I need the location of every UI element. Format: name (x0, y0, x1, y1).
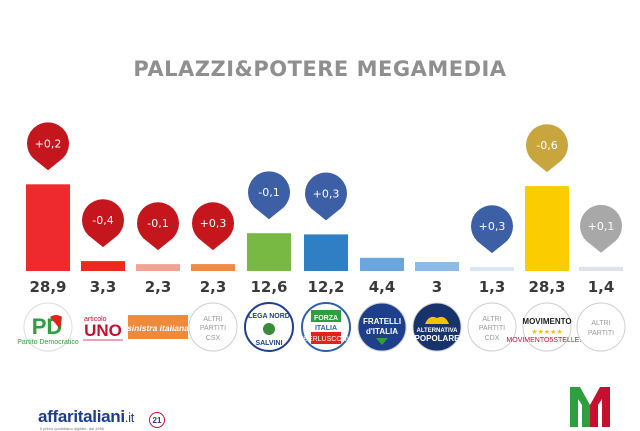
uno-logo-text: UNO (84, 321, 122, 340)
altri-csx-l3: CSX (206, 335, 221, 342)
change-pin-1: +0,2 (27, 122, 70, 171)
change-pin-2: -0,4 (82, 199, 125, 248)
value-label-3: 2,3 (145, 278, 172, 296)
value-label-6: 12,2 (307, 278, 344, 296)
change-pins-group: +0,2 -0,4 -0,1 +0,3 -0,1 +0,3 +0,3 -0,6 +0,1 (27, 122, 623, 254)
megamedia-logo (570, 387, 610, 427)
fi-logo-l1: FORZA (314, 315, 338, 322)
change-label-3: -0,1 (147, 217, 168, 230)
brand-suffix: .it (124, 410, 135, 425)
value-label-5: 12,6 (250, 278, 287, 296)
affaritaliani-logo: affaritaliani.it (38, 407, 134, 427)
chart-title: PALAZZI&POTERE MEGAMEDIA (133, 57, 507, 81)
brand-name: affaritaliani (38, 407, 125, 426)
articolo-uno-logo: articolo UNO (83, 316, 123, 341)
m5s-logo-l1: MOVIMENTO (522, 317, 571, 326)
fi-logo-l3: BERLUSCONI (303, 336, 349, 343)
bar-9 (470, 267, 514, 271)
value-label-8: 3 (432, 278, 442, 296)
altri-l1: ALTRI (591, 320, 610, 327)
logos-row: PD Partito Democratico articolo UNO sini… (17, 302, 626, 352)
value-label-2: 3,3 (90, 278, 117, 296)
value-label-1: 28,9 (29, 278, 66, 296)
fdi-logo-l1: FRATELLI (363, 317, 401, 326)
forza-italia-logo: FORZA ITALIA BERLUSCONI (301, 302, 351, 352)
change-pin-11: +0,1 (580, 204, 623, 253)
brand-tagline: Il primo quotidiano digitale, dal 1996 (40, 426, 105, 431)
bar-8 (415, 262, 459, 271)
bars-group (26, 184, 623, 271)
si-logo-text: sinistra italiana (127, 323, 189, 333)
fi-logo-l2: ITALIA (315, 325, 337, 332)
change-label-4: +0,3 (200, 217, 227, 230)
change-pin-9: +0,3 (471, 205, 513, 254)
uno-logo-top: articolo (84, 316, 107, 323)
value-label-11: 1,4 (588, 278, 615, 296)
value-label-4: 2,3 (200, 278, 227, 296)
altri-cdx-l2: PARTITI (479, 325, 505, 332)
change-pin-6: +0,3 (305, 172, 348, 221)
bar-5 (247, 233, 291, 271)
bar-1 (26, 184, 70, 271)
change-label-5: -0,1 (258, 186, 279, 199)
change-label-2: -0,4 (92, 214, 113, 227)
change-label-10: -0,6 (536, 139, 557, 152)
lega-nord-logo: LEGA NORD SALVINI (244, 302, 294, 352)
change-pin-3: -0,1 (137, 202, 179, 251)
m5s-logo-l3: MOVIMENTO5STELLE.IT (506, 337, 588, 344)
anniversary-badge: 21 (149, 412, 165, 428)
change-label-11: +0,1 (588, 220, 615, 233)
value-label-10: 28,3 (528, 278, 565, 296)
bar-6 (304, 234, 348, 271)
change-pin-10: -0,6 (526, 124, 568, 173)
bar-3 (136, 264, 180, 271)
change-label-1: +0,2 (35, 137, 62, 150)
bar-2 (81, 261, 125, 271)
value-labels-group: 28,9 3,3 2,3 2,3 12,6 12,2 4,4 3 1,3 28,3 1,4 (29, 278, 614, 296)
altri-cdx-l3: CDX (485, 335, 500, 342)
value-label-9: 1,3 (479, 278, 506, 296)
ap-logo-l2: POPOLARE (415, 334, 461, 343)
change-label-9: +0,3 (479, 220, 506, 233)
altri-partiti-cdx-logo: ALTRI PARTITI CDX (467, 302, 517, 352)
ap-logo-l1: ALTERNATIVA (417, 328, 459, 334)
m5s-logo-stars: ★★★★★ (531, 328, 562, 336)
altri-csx-l2: PARTITI (200, 325, 226, 332)
pd-logo-sub: Partito Democratico (17, 339, 79, 346)
change-pin-5: -0,1 (248, 171, 291, 220)
alternativa-popolare-logo: ALTERNATIVA POPOLARE (412, 302, 462, 352)
bar-4 (191, 264, 235, 271)
change-pin-4: +0,3 (192, 202, 235, 251)
fratelli-italia-logo: FRATELLI d'ITALIA (357, 302, 407, 352)
pd-logo: PD Partito Democratico (17, 302, 79, 352)
bar-10 (525, 186, 569, 271)
altri-l2: PARTITI (588, 330, 614, 337)
bar-7 (360, 257, 404, 271)
value-label-7: 4,4 (369, 278, 396, 296)
sinistra-italiana-logo: sinistra italiana (127, 315, 189, 339)
altri-partiti-csx-logo: ALTRI PARTITI CSX (188, 302, 238, 352)
lega-logo-l2: SALVINI (255, 340, 282, 347)
altri-cdx-l1: ALTRI (482, 316, 501, 323)
lega-logo-l1: LEGA NORD (248, 313, 290, 320)
altri-partiti-logo: ALTRI PARTITI (576, 302, 626, 352)
bar-11 (579, 266, 623, 271)
change-label-6: +0,3 (313, 187, 340, 200)
fdi-logo-l2: d'ITALIA (366, 327, 398, 336)
altri-csx-l1: ALTRI (203, 316, 222, 323)
movimento-5-stelle-logo: MOVIMENTO ★★★★★ MOVIMENTO5STELLE.IT (506, 302, 588, 352)
